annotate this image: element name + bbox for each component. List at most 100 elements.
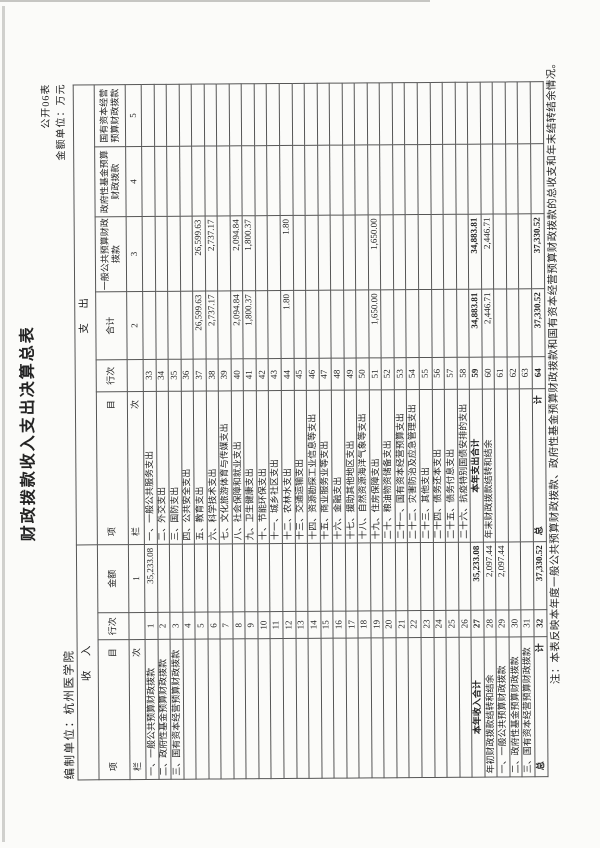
- exp-gov-fund-cell: [329, 145, 343, 216]
- exp-state-capital-cell: [517, 81, 531, 144]
- exp-state-capital-cell: [429, 82, 443, 145]
- exp-total-cell: [519, 288, 533, 357]
- income-amount-cell: 35,233.08: [470, 542, 484, 611]
- exp-gov-fund-cell: [430, 144, 444, 215]
- exp-line-cell: 48: [331, 358, 345, 391]
- income-item-cell: [245, 638, 259, 779]
- exp-general-cell: 1.80: [280, 215, 294, 291]
- income-amount-cell: 2,097.44: [483, 542, 497, 611]
- exp-total-cell: [217, 290, 231, 359]
- income-item-cell: [395, 637, 410, 778]
- exp-general-cell: [355, 214, 369, 290]
- income-amount-cell: [207, 543, 221, 613]
- exp-general-cell: [342, 214, 356, 291]
- exp-total-cell: [305, 290, 319, 359]
- exp-item-cell: 七、文化旅游体育与传媒支出: [218, 390, 233, 544]
- income-amount-cell: [420, 542, 434, 611]
- exp-item-cell: 十八、自然资源海洋气象等支出: [356, 389, 371, 543]
- exp-item-cell: 十七、援助其他地区支出: [344, 389, 358, 544]
- exp-total-cell: [293, 290, 307, 359]
- exp-gov-fund-cell: [267, 145, 281, 216]
- income-item-cell: 本年收入合计: [471, 637, 485, 778]
- income-item-cell: 三、国有资本经营预算财政拨款: [170, 639, 184, 780]
- income-amount-cell: [156, 544, 170, 613]
- exp-item-cell: [519, 388, 534, 542]
- exp-item-cell: 十、节能环保支出: [256, 390, 270, 544]
- page-title: 财政拨款收入支出决算总表: [19, 325, 38, 542]
- exp-total-cell: [506, 288, 520, 357]
- exp-item-cell: 二十二、灾害防治及应急管理支出: [406, 389, 421, 543]
- exp-line-cell: 45: [293, 358, 307, 391]
- income-amount-cell: [244, 543, 258, 612]
- exp-general-cell: [217, 215, 231, 291]
- income-amount-cell: [345, 542, 359, 612]
- exp-total-cell: 2,446.71: [481, 289, 495, 358]
- exp-line-cell: 55: [419, 357, 432, 390]
- income-line-cell: 2: [157, 612, 171, 640]
- col-exp-state-capital: 国有资本经营预算财政拨款: [94, 84, 126, 147]
- exp-gov-fund-cell: [380, 144, 394, 215]
- exp-item-cell: 十四、资源勘探工业信息等支出: [306, 390, 321, 544]
- exp-state-capital-cell: [241, 83, 255, 146]
- exp-state-capital-cell: [530, 81, 544, 144]
- exp-general-cell: [292, 215, 306, 291]
- exp-total-cell: [355, 289, 369, 358]
- income-amount-cell: [432, 542, 446, 611]
- income-line-cell: 20: [383, 610, 396, 638]
- income-line-cell: 27: [471, 610, 484, 638]
- exp-item-cell: 二十三、其他支出: [419, 389, 433, 543]
- income-item-cell: [458, 637, 473, 778]
- col-exp-gov-fund: 政府性基金预算财政拨款: [94, 146, 127, 217]
- exp-gov-fund-cell: [417, 144, 431, 215]
- lane-exp-label: 栏 次: [127, 391, 145, 545]
- income-item-cell: [270, 638, 285, 779]
- exp-total-cell: 2,737.17: [205, 290, 219, 360]
- income-amount-cell: [219, 543, 233, 612]
- exp-gov-fund-cell: [254, 145, 268, 216]
- exp-line-cell: 40: [230, 358, 244, 391]
- exp-state-capital-cell: [354, 82, 368, 145]
- exp-state-capital-cell: [479, 81, 493, 145]
- exp-item-cell: 一、一般公共服务支出: [143, 391, 157, 545]
- exp-total-cell: [406, 289, 420, 358]
- income-amount-cell: [382, 542, 396, 611]
- income-amount-cell: [407, 542, 421, 611]
- exp-line-cell: 53: [394, 357, 407, 390]
- exp-line-cell: 54: [406, 357, 420, 390]
- income-item-cell: 二、政府性基金预算财政拨款: [157, 639, 172, 780]
- exp-general-cell: 2,446.71: [480, 214, 494, 290]
- exp-item-cell: 二、外交支出: [155, 391, 170, 545]
- exp-state-capital-cell: [178, 84, 192, 147]
- income-line-cell: 12: [282, 611, 296, 639]
- exp-gov-fund-cell: [166, 146, 180, 217]
- income-item-cell: [358, 637, 372, 778]
- income-line-cell: 1: [144, 612, 158, 640]
- exp-line-cell: 52: [381, 357, 395, 390]
- income-item-cell: 一、一般公共预算财政拨款: [496, 636, 510, 778]
- exp-line-cell: 51: [368, 357, 382, 390]
- exp-state-capital-cell: [229, 83, 242, 146]
- exp-item-cell: 十六、金融支出: [331, 390, 346, 544]
- exp-item-cell: [507, 388, 521, 542]
- exp-general-cell: [405, 214, 419, 290]
- exp-item-cell: 十三、交通运输支出: [293, 390, 308, 544]
- income-amount-cell: [232, 543, 246, 612]
- exp-gov-fund-cell: [480, 144, 494, 215]
- exp-gov-fund-cell: [342, 144, 356, 216]
- exp-state-capital-cell: [442, 82, 456, 145]
- income-amount-cell: [294, 543, 308, 612]
- exp-line-cell: 39: [218, 358, 232, 391]
- exp-gov-fund-cell: [292, 145, 306, 216]
- income-amount-cell: [357, 542, 371, 611]
- exp-state-capital-cell: [404, 82, 418, 145]
- exp-item-cell: 三、国防支出: [168, 391, 183, 545]
- income-line-cell: 22: [408, 610, 422, 638]
- exp-state-capital-cell: [454, 82, 468, 145]
- exp-line-cell: 49: [343, 357, 357, 391]
- income-item-cell: [283, 638, 297, 779]
- exp-item-cell: 二十、粮油物资储备支出: [381, 389, 396, 543]
- exp-line-cell: 60: [481, 357, 495, 390]
- exp-gov-fund-cell: [317, 145, 331, 216]
- income-line-cell: 7: [220, 611, 233, 639]
